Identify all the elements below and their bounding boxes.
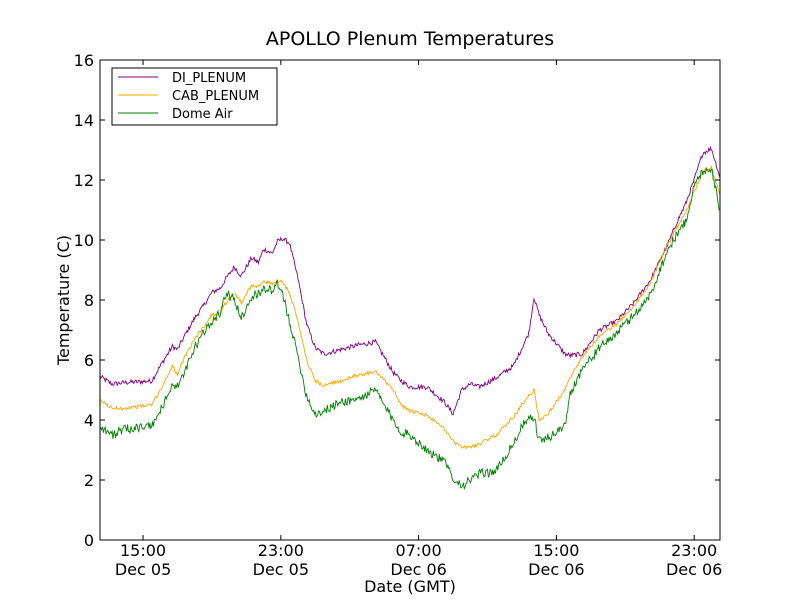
x-tick-label-time: 15:00 <box>120 541 166 560</box>
y-tick-label: 8 <box>84 291 94 310</box>
y-axis-label: Temperature (C) <box>54 235 73 366</box>
legend-label-dome-air: Dome Air <box>172 107 233 122</box>
y-tick-label: 2 <box>84 471 94 490</box>
x-tick-label-date: Dec 06 <box>528 560 584 579</box>
x-tick-label-date: Dec 05 <box>253 560 309 579</box>
y-tick-label: 0 <box>84 531 94 550</box>
series-layer <box>99 145 721 491</box>
y-tick-label: 10 <box>74 231 94 250</box>
x-tick-label-time: 23:00 <box>671 541 717 560</box>
series-line-cab-plenum <box>99 164 721 450</box>
x-tick-label-time: 23:00 <box>258 541 304 560</box>
y-tick-label: 4 <box>84 411 94 430</box>
y-tick-label: 6 <box>84 351 94 370</box>
x-tick-label-date: Dec 05 <box>115 560 171 579</box>
x-tick-label-time: 07:00 <box>396 541 442 560</box>
legend-label-cab-plenum: CAB_PLENUM <box>172 89 259 104</box>
legend: DI_PLENUM CAB_PLENUM Dome Air <box>111 67 278 126</box>
y-tick-label: 12 <box>74 171 94 190</box>
x-tick-label-date: Dec 06 <box>390 560 446 579</box>
series-line-dome-air <box>99 166 721 491</box>
chart-title: APOLLO Plenum Temperatures <box>266 28 554 50</box>
x-tick-label-time: 15:00 <box>533 541 579 560</box>
y-tick-label: 14 <box>74 111 94 130</box>
x-tick-label-date: Dec 06 <box>666 560 722 579</box>
y-tick-label: 16 <box>74 51 94 70</box>
series-line-di-plenum <box>99 145 721 416</box>
x-axis-label: Date (GMT) <box>364 577 456 596</box>
legend-label-di-plenum: DI_PLENUM <box>172 71 246 86</box>
